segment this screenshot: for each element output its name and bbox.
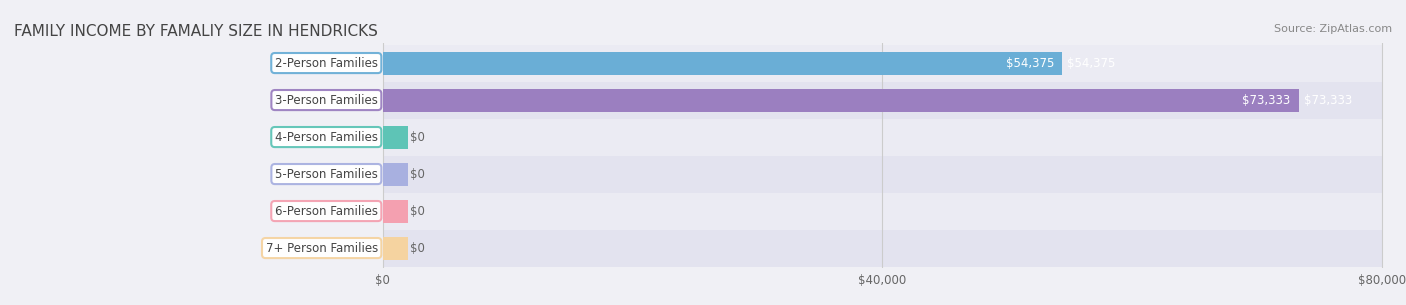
Text: $0: $0 [409, 242, 425, 255]
Text: 7+ Person Families: 7+ Person Families [266, 242, 378, 255]
Bar [382, 163, 408, 185]
Text: $73,333: $73,333 [1243, 94, 1291, 106]
Bar [382, 156, 1382, 192]
Text: $54,375: $54,375 [1067, 56, 1115, 70]
Text: $0: $0 [409, 205, 425, 217]
Text: Source: ZipAtlas.com: Source: ZipAtlas.com [1274, 24, 1392, 34]
Text: 2-Person Families: 2-Person Families [274, 56, 378, 70]
Bar [382, 81, 1382, 119]
Text: 5-Person Families: 5-Person Families [276, 167, 378, 181]
Bar [382, 119, 1382, 156]
Text: $54,375: $54,375 [1005, 56, 1054, 70]
Text: FAMILY INCOME BY FAMALIY SIZE IN HENDRICKS: FAMILY INCOME BY FAMALIY SIZE IN HENDRIC… [14, 24, 378, 39]
Bar [382, 52, 1062, 74]
Text: 4-Person Families: 4-Person Families [274, 131, 378, 144]
Bar [382, 199, 408, 223]
Text: 3-Person Families: 3-Person Families [276, 94, 378, 106]
Bar [382, 126, 408, 149]
Bar [382, 88, 1299, 112]
Text: 6-Person Families: 6-Person Families [274, 205, 378, 217]
Text: $0: $0 [409, 167, 425, 181]
Bar [382, 237, 408, 260]
Bar [382, 45, 1382, 81]
Bar [382, 192, 1382, 230]
Text: $73,333: $73,333 [1303, 94, 1353, 106]
Bar [382, 230, 1382, 267]
Text: $0: $0 [409, 131, 425, 144]
